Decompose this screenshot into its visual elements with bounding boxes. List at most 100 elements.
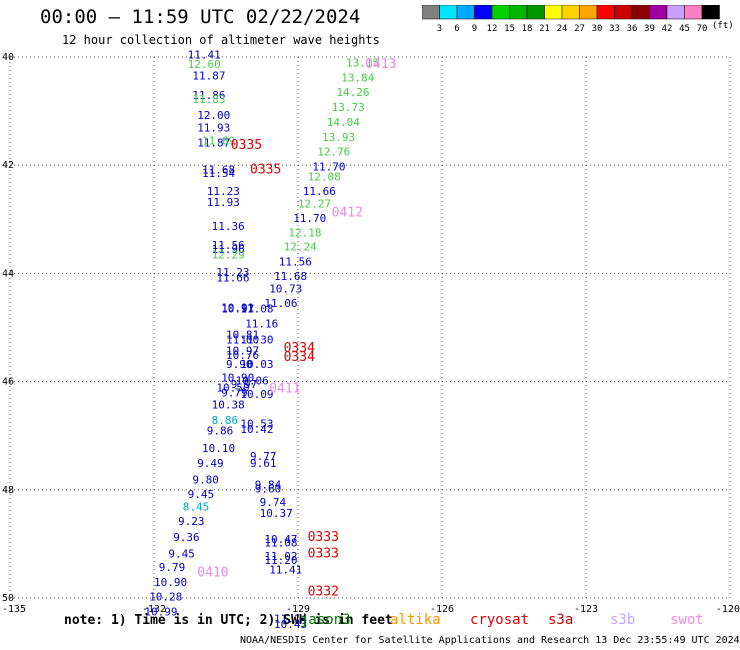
wave-height-value: 10.37	[260, 507, 293, 520]
colorbar-tick-label: 9	[472, 24, 477, 34]
satellite-legend-item: s3a	[548, 612, 574, 628]
wave-height-value: 11.30	[240, 334, 273, 347]
pass-time-label: 0335	[231, 138, 262, 153]
wave-height-value: 9.84	[255, 479, 282, 492]
wave-height-value: 12.27	[298, 197, 331, 210]
wave-height-value: 11.66	[216, 272, 249, 285]
wave-height-value: 9.45	[188, 488, 215, 501]
wave-height-value: 11.96	[212, 243, 245, 256]
wave-height-value: 11.00	[226, 334, 259, 347]
lon-tick-label: -129	[286, 604, 310, 615]
lon-tick-label: -123	[574, 604, 598, 615]
colorbar-tick-label: 12	[487, 24, 498, 34]
wave-height-value: 11.16	[245, 318, 278, 331]
wave-height-value: 13.84	[341, 71, 374, 84]
wave-height-value: 10.47	[264, 533, 297, 546]
wave-height-value: 10.99	[144, 605, 177, 618]
wave-height-value: 11.14	[274, 612, 307, 625]
wave-height-value: 11.68	[274, 270, 307, 283]
wave-height-value: 12.24	[284, 241, 317, 254]
colorbar-tick-label: 27	[574, 24, 585, 34]
pass-time-label: 0410	[197, 565, 228, 580]
wave-height-value: 11.56	[279, 255, 312, 268]
pass-time-label: 0412	[332, 206, 363, 221]
wave-height-value: 10.97	[221, 302, 254, 315]
satellite-legend-item: swot	[670, 612, 704, 628]
wave-height-value: 10.81	[226, 328, 259, 341]
pass-time-label: 0332	[308, 584, 339, 599]
wave-height-value: 10.73	[269, 282, 302, 295]
wave-height-value: 10.90	[154, 576, 187, 589]
pass-time-label: 0333	[308, 530, 339, 545]
satellite-legend-item: altika	[390, 612, 441, 628]
wave-height-value: 11.93	[207, 196, 240, 209]
colorbar-tick-label: 39	[644, 24, 655, 34]
lat-tick-label: 46	[2, 377, 14, 388]
wave-height-value: 8.86	[212, 414, 239, 427]
wave-height-value: 14.04	[327, 116, 360, 129]
wave-height-value: 11.41	[188, 49, 221, 62]
wave-height-value: 9.80	[192, 473, 219, 486]
wave-height-value: 11.41	[269, 564, 302, 577]
wave-height-value: 10.38	[212, 399, 245, 412]
satellite-legend-item: s3b	[610, 612, 636, 628]
wave-height-value: 10.28	[149, 591, 182, 604]
wave-height-value: 11.83	[192, 93, 225, 106]
colorbar-tick-label: 33	[609, 24, 620, 34]
colorbar-tick-label: 6	[454, 24, 459, 34]
wave-height-value: 12.60	[188, 58, 221, 71]
wave-height-value: 11.93	[197, 122, 230, 135]
wave-height-value: 11.70	[312, 161, 345, 174]
colorbar-tick-label: 24	[557, 24, 568, 34]
wave-height-value: 9.61	[250, 457, 277, 470]
wave-height-value: 9.90	[226, 358, 253, 371]
wave-height-value: 9.86	[207, 425, 234, 438]
wave-height-value: 9.36	[173, 531, 200, 544]
wave-height-value: 11.20	[264, 554, 297, 567]
wave-height-value: 13.93	[322, 131, 355, 144]
colorbar-tick-label: 21	[539, 24, 550, 34]
graticule	[9, 56, 731, 599]
pass-time-label: 0411	[269, 381, 300, 396]
lon-tick-label: -120	[716, 604, 740, 615]
wave-height-value: 10.91	[221, 301, 254, 314]
wave-height-value: 12.18	[288, 227, 321, 240]
colorbar-tick-label: 45	[679, 24, 690, 34]
pass-time-label: 0335	[250, 162, 281, 177]
colorbar-tick-label: 30	[592, 24, 603, 34]
lat-tick-label: 50	[2, 593, 14, 604]
wave-height-colorbar: 3 6 9 12 15 18 21 24 27 30 33 36 39 42 45 70	[422, 5, 720, 34]
credit-line: NOAA/NESDIS Center for Satellite Applica…	[240, 635, 740, 646]
wave-height-value: 9.97	[231, 378, 257, 391]
colorbar-tick-label: 42	[662, 24, 673, 34]
satellite-legend-item: cryosat	[470, 612, 530, 628]
wave-height-value: 9.77	[250, 450, 277, 463]
wave-height-value: 11.08	[264, 537, 297, 550]
wave-height-value: 11.23	[207, 185, 240, 198]
wave-height-value: 11.66	[303, 185, 336, 198]
wave-height-value: 9.74	[260, 496, 287, 509]
wave-height-value: 12.08	[308, 170, 341, 183]
wave-height-value: 10.76	[226, 349, 259, 362]
wave-height-value: 10.53	[240, 418, 273, 431]
wave-height-value: 14.26	[336, 86, 369, 99]
colorbar-tick-label: 3	[437, 24, 442, 34]
wave-height-value: 11.86	[192, 89, 225, 102]
page-subtitle: 12 hour collection of altimeter wave hei…	[62, 33, 380, 47]
wave-height-value: 10.50	[216, 381, 249, 394]
wave-height-value: 11.36	[212, 220, 245, 233]
wave-height-value: 10.97	[226, 345, 259, 358]
wave-height-value: 11.70	[293, 212, 326, 225]
pass-time-label: 0334	[284, 350, 315, 365]
lat-tick-label: 42	[2, 160, 14, 171]
colorbar-tick-label: 70	[697, 24, 708, 34]
lon-tick-label: -135	[2, 604, 26, 615]
lon-tick-label: -132	[142, 604, 166, 615]
lat-tick-label: 40	[2, 52, 14, 63]
wave-height-value: 11.89	[202, 135, 235, 148]
lat-tick-label: 44	[2, 268, 14, 279]
wave-height-value: 13.15	[346, 57, 379, 70]
wave-height-value: 11.68	[202, 163, 235, 176]
wave-height-value: 9.79	[221, 387, 248, 400]
